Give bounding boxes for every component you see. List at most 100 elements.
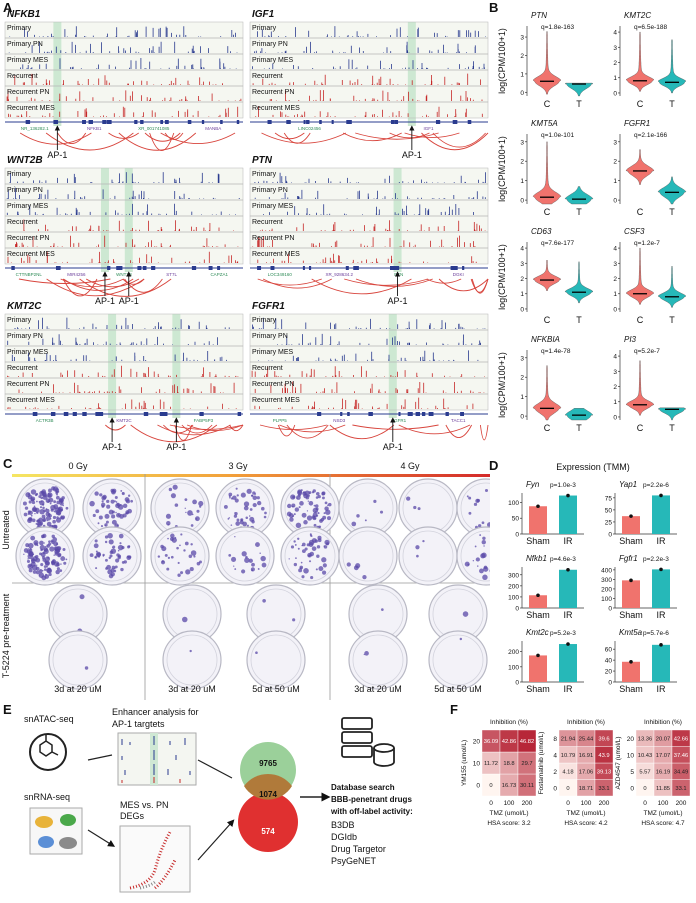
colony bbox=[251, 562, 255, 567]
colony bbox=[307, 500, 310, 502]
track-label: Primary PN bbox=[7, 333, 43, 340]
colony bbox=[323, 512, 326, 515]
colony bbox=[413, 505, 417, 510]
colony bbox=[56, 567, 60, 571]
colony bbox=[38, 574, 41, 576]
colony bbox=[246, 488, 252, 494]
colony bbox=[327, 502, 332, 507]
plate bbox=[48, 630, 108, 690]
exon bbox=[398, 412, 401, 416]
x-tick-label: IR bbox=[657, 610, 667, 620]
colony bbox=[49, 502, 52, 505]
treatment-label: 3d at 20 uM bbox=[54, 684, 102, 694]
colony bbox=[95, 567, 98, 570]
x-tick-label: Sham bbox=[526, 684, 550, 694]
exon bbox=[32, 412, 38, 416]
loop-arc bbox=[45, 132, 134, 151]
exon bbox=[355, 266, 359, 270]
loop-arc bbox=[108, 132, 139, 139]
colony bbox=[30, 496, 36, 502]
colony bbox=[52, 559, 55, 562]
colony bbox=[115, 558, 120, 563]
track-label: Primary MES bbox=[7, 349, 49, 356]
loop-arc bbox=[398, 424, 471, 435]
exon bbox=[445, 412, 449, 416]
bar-point bbox=[566, 493, 570, 498]
exon bbox=[460, 412, 465, 416]
exon bbox=[306, 120, 310, 124]
y-tick-label: 200 bbox=[601, 586, 612, 593]
gene-name: KMT5A bbox=[531, 119, 558, 128]
bar-point bbox=[536, 593, 540, 598]
colony bbox=[115, 511, 117, 514]
dose-label: 3 Gy bbox=[228, 461, 248, 471]
colony bbox=[117, 549, 120, 552]
colony bbox=[181, 616, 188, 623]
colony bbox=[306, 515, 313, 521]
colony bbox=[100, 525, 104, 528]
gene-annotation: XR_928634.2 bbox=[325, 272, 353, 277]
exon bbox=[72, 412, 77, 416]
signal-peaks bbox=[263, 204, 474, 215]
loop-arc bbox=[85, 278, 140, 288]
loop-arc bbox=[279, 424, 346, 433]
gene-annotation: ST7L bbox=[166, 272, 177, 277]
loop-arc bbox=[118, 132, 197, 151]
bar bbox=[559, 569, 577, 608]
x-tick-label: C bbox=[637, 99, 644, 109]
y-axis-label: log(CPM/100+1) bbox=[497, 28, 507, 94]
colony bbox=[40, 534, 45, 539]
gene-annotation: PTN bbox=[394, 272, 403, 277]
colony bbox=[109, 554, 113, 558]
gene-annotation: XR_001741085 bbox=[138, 126, 170, 131]
cell-value: 0 bbox=[489, 783, 492, 789]
loop-arc bbox=[18, 278, 111, 284]
colony bbox=[171, 537, 177, 543]
colony bbox=[239, 520, 244, 525]
exon bbox=[82, 412, 87, 416]
colony bbox=[484, 489, 489, 493]
y-axis-label: log(CPM/100+1) bbox=[497, 244, 507, 310]
colony bbox=[245, 516, 249, 520]
treatment-label: 3d at 20 uM bbox=[168, 684, 216, 694]
step-label: Enhancer analysis for bbox=[112, 707, 199, 717]
signal-peaks bbox=[8, 41, 238, 53]
bar bbox=[652, 644, 670, 682]
colony bbox=[108, 539, 114, 545]
colony bbox=[234, 512, 236, 514]
colony bbox=[293, 540, 296, 543]
colony bbox=[259, 552, 261, 554]
track bbox=[249, 393, 489, 411]
y-tick-label: 5 bbox=[630, 769, 634, 776]
colony bbox=[235, 521, 240, 526]
colony bbox=[301, 575, 305, 579]
signal-peaks bbox=[254, 172, 486, 183]
colony bbox=[104, 558, 108, 562]
colony bbox=[373, 499, 377, 503]
colony bbox=[127, 508, 132, 514]
colony bbox=[248, 558, 253, 563]
bar-point bbox=[629, 514, 633, 518]
y-tick-label: 1 bbox=[613, 178, 617, 185]
colony bbox=[31, 518, 36, 523]
violin bbox=[657, 39, 687, 94]
bar bbox=[559, 495, 577, 534]
exon bbox=[143, 412, 149, 416]
plate-grid bbox=[12, 474, 501, 700]
heatmap-title: Inhibition (%) bbox=[490, 719, 528, 726]
colony bbox=[478, 524, 482, 528]
colony bbox=[297, 537, 300, 540]
y-tick-label: 1 bbox=[520, 71, 524, 78]
colony bbox=[104, 513, 110, 519]
colony bbox=[48, 492, 50, 494]
plate-rim bbox=[402, 530, 454, 582]
colony bbox=[36, 511, 39, 514]
signal-peaks bbox=[23, 219, 234, 231]
y-tick-label: 4 bbox=[520, 246, 524, 253]
colony bbox=[497, 567, 501, 571]
colony bbox=[193, 555, 196, 558]
colony bbox=[120, 490, 123, 492]
gene-annotation: LOC349160 bbox=[268, 272, 293, 277]
colony bbox=[61, 496, 65, 500]
colony bbox=[55, 495, 60, 500]
